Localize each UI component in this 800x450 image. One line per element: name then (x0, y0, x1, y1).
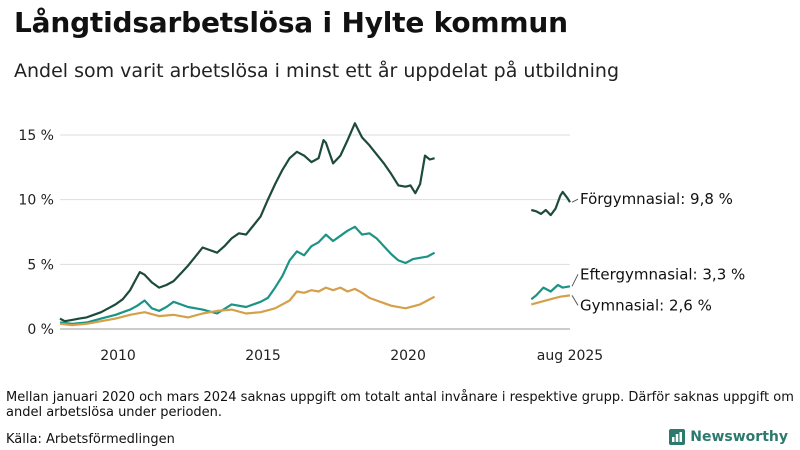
x-tick-label: 2020 (390, 348, 426, 364)
series-end-label: Gymnasial: 2,6 % (580, 296, 712, 314)
footnote: Mellan januari 2020 och mars 2024 saknas… (6, 390, 794, 420)
y-axis-tick-labels: 0 % 5 % 10 % 15 % (18, 128, 54, 338)
label-leader (571, 274, 579, 287)
series-line-gymnasial (531, 294, 571, 306)
source-text: Källa: Arbetsförmedlingen (6, 432, 175, 447)
chart-subtitle: Andel som varit arbetslösa i minst ett å… (14, 60, 620, 82)
series-line-förgymnasial (531, 190, 571, 217)
label-leader (571, 295, 579, 306)
series-end-labels: Förgymnasial: 9,8 % Eftergymnasial: 3,3 %… (571, 190, 745, 314)
x-tick-label: aug 2025 (537, 348, 603, 364)
label-leader (571, 198, 579, 203)
line-chart: 0 % 5 % 10 % 15 % 2010 2015 2020 aug 2025 Förg… (18, 122, 745, 364)
series-line-förgymnasial (59, 122, 435, 323)
series-line-eftergymnasial (530, 283, 571, 301)
y-tick-label: 0 % (27, 322, 54, 338)
chart-title: Långtidsarbetslösa i Hylte kommun (14, 6, 568, 39)
series-line-eftergymnasial (59, 225, 436, 325)
y-tick-label: 10 % (18, 193, 54, 209)
x-tick-label: 2010 (100, 348, 136, 364)
x-tick-label: 2015 (245, 348, 281, 364)
y-tick-label: 5 % (27, 257, 54, 273)
grid-lines (60, 134, 570, 330)
y-tick-label: 15 % (18, 128, 54, 144)
x-axis-tick-labels: 2010 2015 2020 aug 2025 (100, 348, 603, 364)
series-end-label: Eftergymnasial: 3,3 % (580, 265, 745, 283)
series-line-gymnasial (59, 286, 436, 327)
bar-chart-logo-icon (669, 429, 686, 445)
series-lines (59, 122, 571, 327)
series-end-label: Förgymnasial: 9,8 % (580, 190, 733, 208)
brand-name: Newsworthy (690, 429, 788, 445)
brand-logo[interactable]: Newsworthy (669, 429, 788, 445)
